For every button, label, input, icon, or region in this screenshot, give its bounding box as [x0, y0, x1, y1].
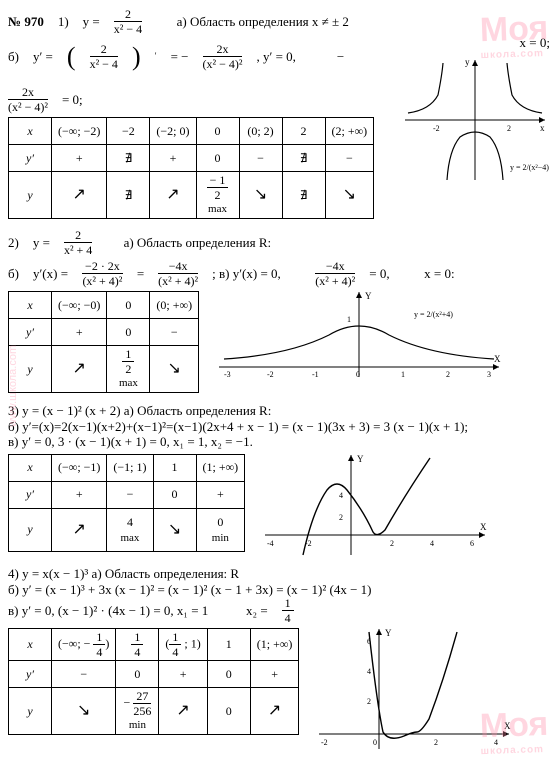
svg-text:y: y	[465, 57, 470, 67]
p2-func-frac: 2 x² + 4	[64, 229, 92, 256]
svg-text:4: 4	[430, 539, 434, 548]
p2-eq3-frac: −4x (x² + 4)²	[315, 260, 355, 287]
svg-text:x: x	[540, 123, 545, 133]
p1-graph: x y -2 2 y = 2/(x²−4)	[400, 55, 550, 185]
svg-text:X: X	[494, 354, 501, 364]
svg-text:4: 4	[367, 667, 371, 676]
p1-eq1-frac: 2x (x² − 4)²	[203, 43, 243, 70]
svg-text:0: 0	[373, 738, 377, 747]
p4-line-b: б) y′ = (x − 1)³ + 3x (x − 1)² = (x − 1)…	[8, 582, 550, 598]
svg-text:4: 4	[339, 491, 343, 500]
svg-text:-4: -4	[267, 539, 274, 548]
svg-text:2: 2	[507, 124, 511, 133]
problem-1-func-lhs: y =	[83, 14, 100, 30]
p1-sol: x = 0;	[400, 35, 550, 51]
svg-text:1: 1	[347, 315, 351, 324]
table-row: y′ − 0 + 0 +	[9, 661, 299, 688]
p4-x2-frac: 1 4	[282, 597, 294, 624]
p1-eq2-rhs: = 0;	[62, 92, 83, 108]
p4-table: x (−∞; − 14) 14 (14 ; 1) 1 (1; +∞) y′ − …	[8, 628, 299, 735]
svg-text:X: X	[504, 721, 511, 731]
svg-text:3: 3	[487, 370, 491, 379]
svg-text:4: 4	[494, 738, 498, 747]
p2-yprime-x: y′(x) =	[33, 266, 68, 282]
svg-text:Y: Y	[365, 291, 372, 301]
p2-domain: а) Область определения R:	[124, 235, 272, 251]
p1-eq1-rhs: = −	[171, 49, 189, 65]
svg-text:Y: Y	[357, 454, 364, 464]
table-row: y′ + − 0 +	[9, 481, 245, 508]
svg-text:-1: -1	[312, 370, 319, 379]
p3-line-c: в) y′ = 0, 3 · (x − 1)(x + 1) = 0, x₁ = …	[8, 434, 550, 450]
p2-eq1-frac: −2 · 2x (x² + 4)²	[82, 260, 123, 287]
p2-after: ; в) y′(x) = 0,	[212, 266, 281, 282]
p2-func-lhs: y =	[33, 235, 50, 251]
problem-2: 2) y = 2 x² + 4 а) Область определения R…	[8, 229, 550, 397]
svg-text:-2: -2	[321, 738, 328, 747]
table-row: x (−∞; −2) −2 (−2; 0) 0 (0; 2) 2 (2; +∞)	[9, 118, 374, 145]
p1-graph-label: y = 2/(x²−4)	[510, 163, 549, 172]
problem-1: № 970 1) y = 2 x² − 4 а) Область определ…	[8, 8, 550, 223]
svg-text:-2: -2	[433, 124, 440, 133]
p1-table: x (−∞; −2) −2 (−2; 0) 0 (0; 2) 2 (2; +∞)…	[8, 117, 374, 219]
p3-graph: X Y -4-2 246 42	[255, 450, 495, 560]
p2-table: x (−∞; −0) 0 (0; +∞) y′ + 0 − y ↗ 12max …	[8, 291, 199, 393]
table-row: y ↘ − 27256min ↗ 0 ↗	[9, 688, 299, 735]
p4-graph: X Y -20 24 246	[309, 624, 519, 754]
table-row: y ↗ 4max ↘ 0min	[9, 508, 245, 551]
p4-pre: 4) y = x(x − 1)³ а) Область определения:…	[8, 566, 550, 582]
p2-label: 2)	[8, 235, 19, 251]
table-row: y′ + 0 −	[9, 319, 199, 346]
p2-eq3-rhs: = 0,	[369, 266, 389, 282]
svg-text:1: 1	[401, 370, 405, 379]
p4-x2-lhs: x₂ =	[246, 603, 268, 619]
svg-text:-3: -3	[224, 370, 231, 379]
p1-yprime-zero: , y′ = 0,	[256, 49, 295, 65]
p1-graph-col: x = 0; x y -2 2 y = 2/(x²−4)	[400, 35, 550, 185]
problem-4: 4) y = x(x − 1)³ а) Область определения:…	[8, 566, 550, 754]
svg-text:6: 6	[470, 539, 474, 548]
p1-prime-mark: ′	[155, 51, 157, 62]
p2-b-label: б)	[8, 266, 19, 282]
p1-yprime: y′ =	[33, 49, 53, 65]
table-row: y′ + ∄ + 0 − ∄ −	[9, 145, 374, 172]
p2-graph-label: y = 2/(x²+4)	[414, 310, 453, 319]
svg-text:2: 2	[434, 738, 438, 747]
svg-text:2: 2	[446, 370, 450, 379]
svg-text:-2: -2	[267, 370, 274, 379]
p1-eq2-frac: 2x (x² − 4)²	[8, 86, 48, 113]
table-row: y ↗ 12max ↘	[9, 346, 199, 393]
problem-1-func-frac: 2 x² − 4	[114, 8, 142, 35]
table-row: x (−∞; −0) 0 (0; +∞)	[9, 292, 199, 319]
exercise-number: № 970	[8, 14, 44, 30]
p1-paren-frac: 2 x² − 4	[90, 43, 118, 70]
p1-paren-open: (	[67, 41, 76, 72]
p3-table: x (−∞; −1) (−1; 1) 1 (1; +∞) y′ + − 0 + …	[8, 454, 245, 552]
table-row: x (−∞; − 14) 14 (14 ; 1) 1 (1; +∞)	[9, 629, 299, 661]
svg-text:X: X	[480, 522, 487, 532]
p2-eq2-frac: −4x (x² + 4)²	[158, 260, 198, 287]
p3-line-b: б) y′=(x)=2(x−1)(x+2)+(x−1)²=(x−1)(2x+4 …	[8, 419, 550, 435]
p3-pre: 3) y = (x − 1)² (x + 2) а) Область опред…	[8, 403, 550, 419]
table-row: y ↗ ∄ ↗ − 12max ↘ ∄ ↘	[9, 172, 374, 219]
svg-text:2: 2	[339, 513, 343, 522]
problem-1-label: 1)	[58, 14, 69, 30]
svg-text:2: 2	[367, 697, 371, 706]
p1-eq2-lhs: −	[337, 49, 344, 65]
p1-paren-close: )	[132, 41, 141, 72]
p1-b-label: б)	[8, 49, 19, 65]
svg-text:2: 2	[390, 539, 394, 548]
table-row: x (−∞; −1) (−1; 1) 1 (1; +∞)	[9, 454, 245, 481]
p2-eq-eq: =	[137, 266, 144, 282]
svg-text:Y: Y	[385, 628, 392, 638]
svg-text:0: 0	[356, 370, 360, 379]
p4-line-c-pre: в) y′ = 0, (x − 1)² · (4x − 1) = 0, x₁ =…	[8, 603, 208, 619]
problem-1-domain: а) Область определения x ≠ ± 2	[177, 14, 349, 30]
p2-sol: x = 0:	[424, 266, 454, 282]
p2-graph: X Y -3 -2 -1 0 1 2 3 1 y = 2/(x²+4)	[209, 287, 509, 382]
problem-3: 3) y = (x − 1)² (x + 2) а) Область опред…	[8, 403, 550, 560]
